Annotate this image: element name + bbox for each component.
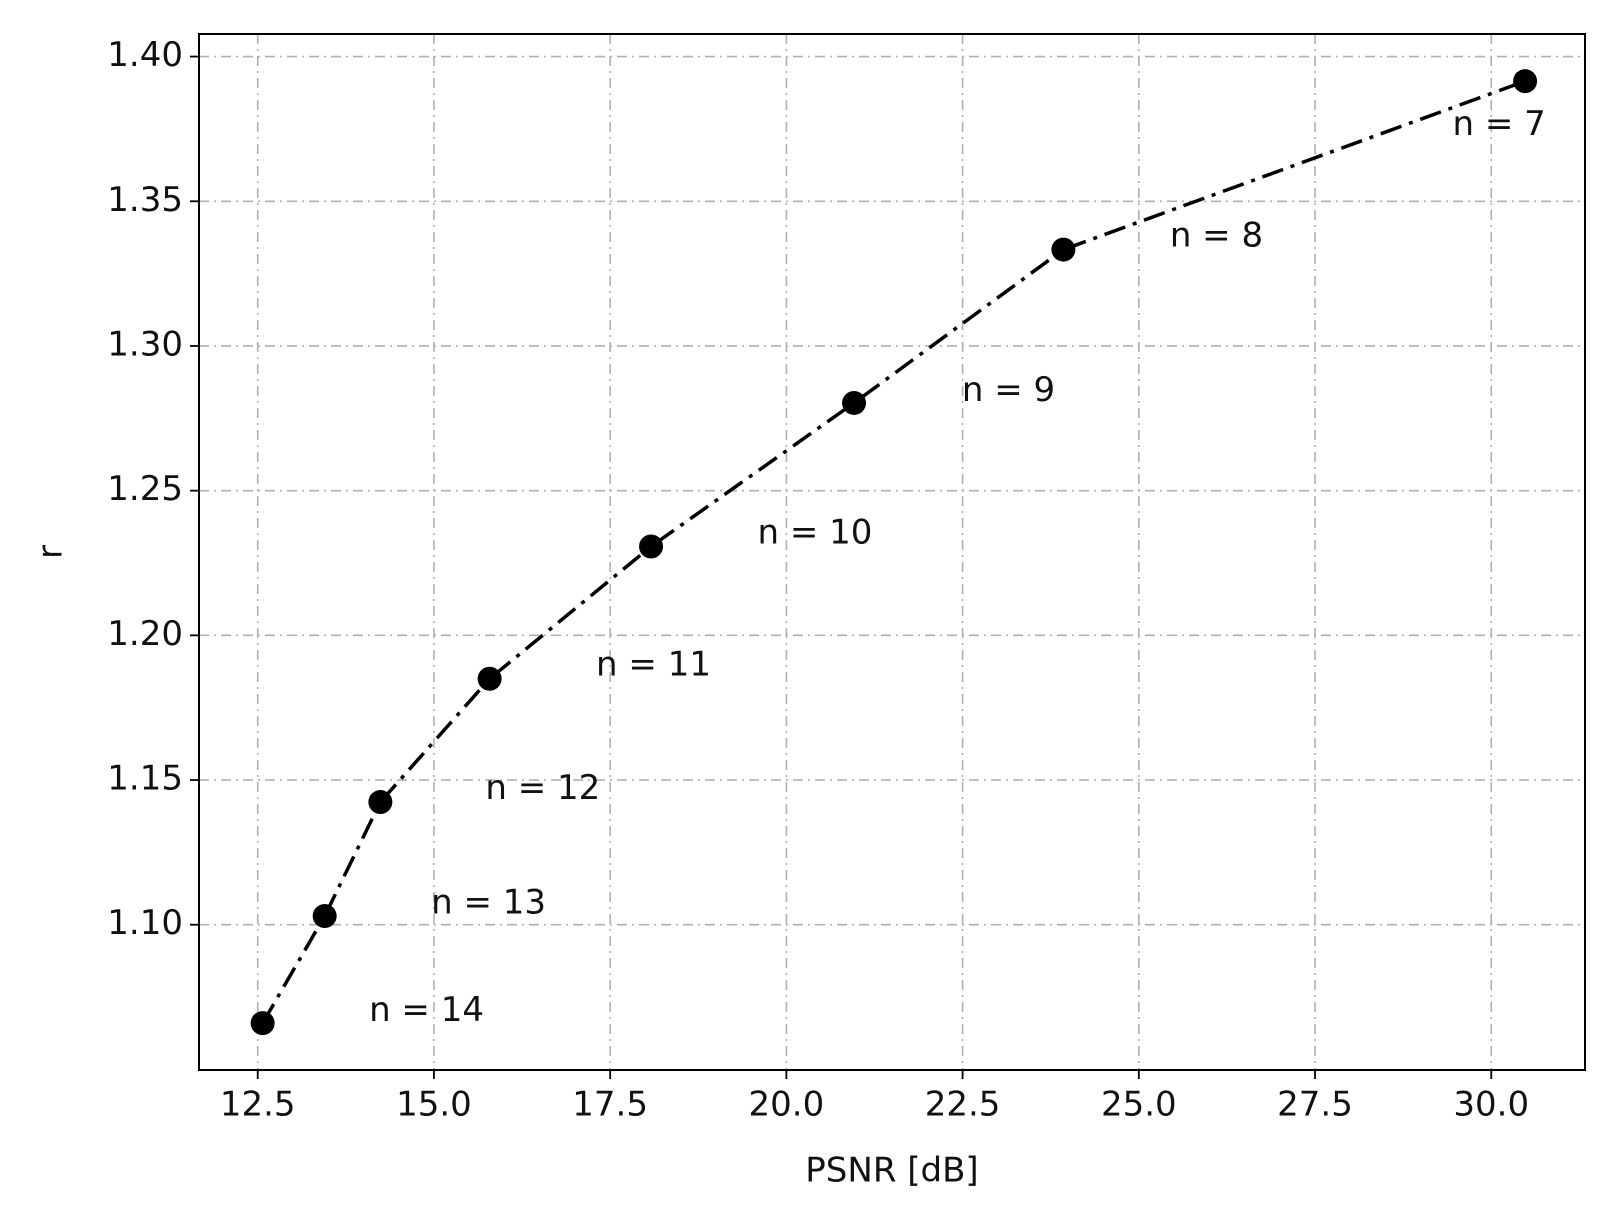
data-point — [250, 1011, 275, 1036]
point-annotation: n = 10 — [757, 513, 872, 553]
point-annotation: n = 7 — [1452, 104, 1545, 144]
data-point — [1513, 69, 1538, 94]
x-tick-label: 12.5 — [220, 1085, 296, 1125]
data-point — [312, 904, 337, 929]
x-tick-label: 20.0 — [749, 1085, 825, 1125]
point-annotation: n = 8 — [1170, 215, 1263, 255]
point-annotation: n = 12 — [485, 768, 600, 808]
y-tick-label: 1.15 — [107, 759, 183, 799]
y-tick-label: 1.10 — [107, 903, 183, 943]
data-point — [1051, 237, 1076, 262]
data-point — [368, 790, 393, 815]
y-axis-label: r — [31, 545, 71, 559]
y-tick-label: 1.30 — [107, 324, 183, 364]
y-tick-label: 1.35 — [107, 180, 183, 220]
data-point — [477, 666, 502, 691]
x-tick-label: 17.5 — [572, 1085, 648, 1125]
data-point — [842, 390, 867, 415]
x-tick-label: 27.5 — [1277, 1085, 1353, 1125]
point-annotation: n = 9 — [962, 370, 1055, 410]
point-annotation: n = 13 — [431, 883, 546, 923]
y-tick-label: 1.20 — [107, 614, 183, 654]
y-tick-label: 1.25 — [107, 469, 183, 509]
x-axis-label: PSNR [dB] — [805, 1151, 978, 1191]
data-line — [261, 79, 1526, 1024]
point-annotation: n = 11 — [596, 645, 711, 685]
plot-frame — [198, 33, 1586, 1071]
x-tick-label: 25.0 — [1101, 1085, 1177, 1125]
x-tick-label: 15.0 — [396, 1085, 472, 1125]
data-point — [639, 534, 664, 559]
y-tick-label: 1.40 — [107, 35, 183, 75]
x-tick-label: 22.5 — [925, 1085, 1001, 1125]
point-annotation: n = 14 — [369, 990, 484, 1030]
x-tick-label: 30.0 — [1453, 1085, 1529, 1125]
